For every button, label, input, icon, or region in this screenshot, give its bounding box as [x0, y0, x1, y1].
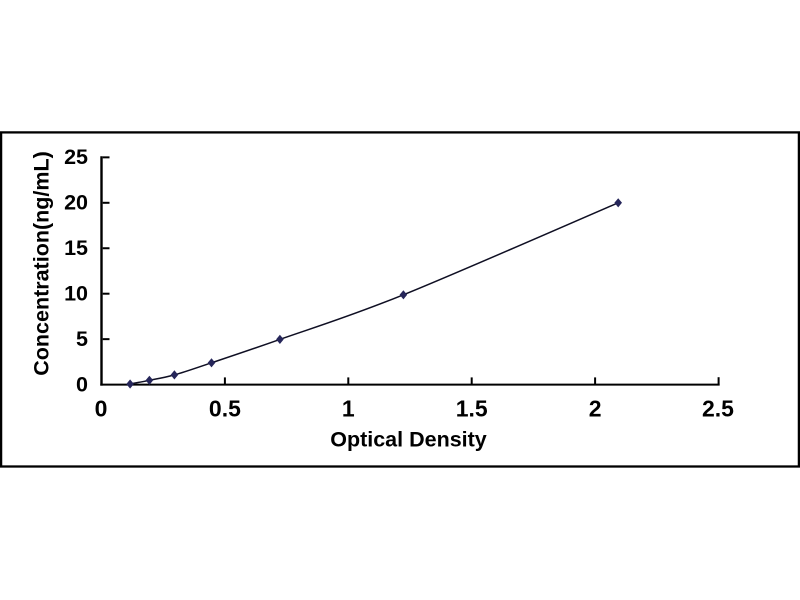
svg-text:1: 1	[342, 396, 355, 422]
svg-text:0: 0	[95, 396, 108, 422]
svg-text:20: 20	[64, 191, 88, 215]
svg-text:25: 25	[64, 145, 88, 169]
svg-text:0: 0	[76, 372, 88, 396]
svg-text:Optical Density: Optical Density	[330, 427, 487, 451]
svg-text:1.5: 1.5	[456, 396, 488, 422]
svg-text:2.5: 2.5	[702, 396, 734, 422]
svg-text:Concentration(ng/mL): Concentration(ng/mL)	[30, 151, 54, 376]
svg-text:10: 10	[64, 282, 88, 306]
svg-text:0.5: 0.5	[209, 396, 241, 422]
svg-text:5: 5	[76, 327, 88, 351]
svg-text:15: 15	[64, 236, 88, 260]
svg-text:2: 2	[589, 396, 602, 422]
